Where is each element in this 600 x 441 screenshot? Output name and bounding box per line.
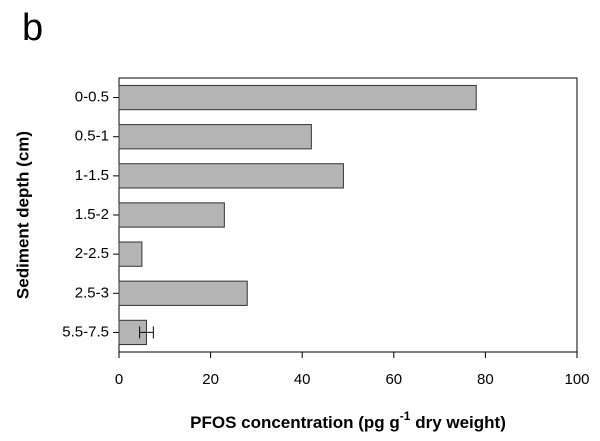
y-tick-label: 2-2.5 [75, 245, 109, 262]
x-tick-label: 60 [385, 371, 402, 388]
y-tick-label: 0.5-1 [75, 128, 109, 145]
x-axis-label-text: PFOS concentration (pg g [190, 413, 400, 432]
x-axis-label: PFOS concentration (pg g-1 dry weight) [190, 409, 506, 432]
y-tick-label: 0-0.5 [75, 89, 109, 106]
x-axis-label-suffix: dry weight) [410, 413, 505, 432]
bar [118, 202, 225, 228]
y-tick-label: 2.5-3 [75, 284, 109, 301]
bar [118, 163, 344, 189]
bar [118, 241, 143, 267]
x-tick-label: 0 [115, 371, 123, 388]
y-tick-label: 5.5-7.5 [62, 323, 109, 340]
panel-label: b [22, 7, 43, 49]
bar [118, 280, 248, 306]
bar [118, 84, 477, 111]
y-axis-label: Sediment depth (cm) [13, 131, 32, 299]
x-tick-label: 80 [477, 371, 494, 388]
x-tick-label: 40 [294, 371, 311, 388]
x-tick-label: 20 [202, 371, 219, 388]
bar [118, 124, 312, 150]
x-axis-label-superscript: -1 [400, 409, 411, 423]
x-tick-label: 100 [564, 371, 589, 388]
error-bar [139, 326, 154, 339]
y-tick-label: 1-1.5 [75, 167, 109, 184]
y-tick-label: 1.5-2 [75, 206, 109, 223]
